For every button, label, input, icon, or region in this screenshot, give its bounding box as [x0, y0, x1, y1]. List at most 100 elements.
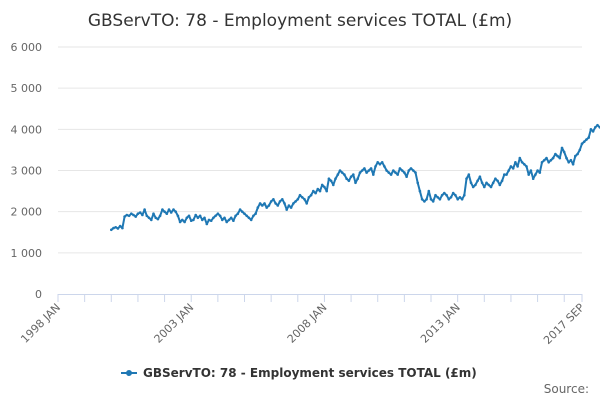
data-point[interactable]: [365, 171, 368, 174]
data-point[interactable]: [483, 185, 486, 189]
data-point[interactable]: [576, 152, 579, 156]
data-point[interactable]: [172, 208, 175, 211]
data-point[interactable]: [154, 216, 157, 220]
data-point[interactable]: [460, 198, 464, 201]
data-point[interactable]: [445, 193, 448, 197]
data-point[interactable]: [192, 218, 195, 222]
data-point[interactable]: [205, 222, 209, 226]
data-point[interactable]: [591, 130, 595, 133]
data-point[interactable]: [238, 208, 242, 211]
data-point[interactable]: [396, 173, 400, 176]
data-point[interactable]: [383, 165, 386, 168]
data-point[interactable]: [387, 171, 391, 174]
data-point[interactable]: [136, 212, 140, 215]
data-point[interactable]: [143, 208, 146, 211]
data-point[interactable]: [449, 196, 453, 199]
data-point[interactable]: [194, 213, 197, 217]
data-point[interactable]: [438, 198, 442, 201]
data-point[interactable]: [294, 200, 297, 203]
data-point[interactable]: [474, 183, 477, 187]
data-point[interactable]: [198, 214, 202, 218]
data-point[interactable]: [320, 183, 324, 187]
data-point[interactable]: [274, 202, 277, 205]
data-point[interactable]: [531, 177, 535, 180]
data-point[interactable]: [571, 163, 575, 166]
data-point[interactable]: [125, 213, 129, 217]
data-point[interactable]: [298, 193, 302, 197]
data-point[interactable]: [458, 196, 462, 199]
data-point[interactable]: [189, 219, 193, 222]
data-point[interactable]: [185, 216, 189, 220]
data-point[interactable]: [334, 177, 337, 180]
data-point[interactable]: [223, 216, 226, 220]
data-point[interactable]: [412, 169, 415, 172]
data-point[interactable]: [254, 212, 257, 215]
data-point[interactable]: [152, 212, 155, 215]
data-point[interactable]: [478, 175, 482, 178]
data-point[interactable]: [269, 200, 273, 203]
data-point[interactable]: [434, 193, 437, 197]
data-point[interactable]: [529, 169, 533, 172]
data-point[interactable]: [345, 177, 348, 180]
data-point[interactable]: [112, 226, 115, 230]
data-point[interactable]: [567, 161, 570, 164]
data-point[interactable]: [358, 171, 362, 174]
data-point[interactable]: [403, 171, 406, 174]
data-point[interactable]: [594, 126, 597, 129]
data-point[interactable]: [312, 189, 315, 193]
data-point[interactable]: [134, 215, 137, 218]
data-point[interactable]: [218, 214, 222, 218]
data-point[interactable]: [496, 179, 499, 183]
data-point[interactable]: [451, 191, 455, 195]
data-point[interactable]: [130, 212, 133, 215]
data-point[interactable]: [549, 158, 553, 162]
data-point[interactable]: [285, 208, 289, 211]
data-point[interactable]: [389, 173, 393, 176]
data-point[interactable]: [485, 181, 488, 185]
data-point[interactable]: [471, 185, 475, 189]
data-point[interactable]: [556, 154, 559, 158]
data-point[interactable]: [454, 193, 457, 197]
data-point[interactable]: [165, 212, 169, 215]
data-point[interactable]: [425, 198, 428, 201]
data-point[interactable]: [589, 128, 593, 131]
data-point[interactable]: [543, 158, 546, 162]
data-point[interactable]: [423, 200, 426, 203]
data-point[interactable]: [431, 200, 435, 203]
data-point[interactable]: [132, 213, 135, 217]
data-point[interactable]: [174, 210, 177, 213]
data-point[interactable]: [287, 204, 291, 207]
data-point[interactable]: [538, 171, 542, 174]
legend[interactable]: GBServTO: 78 - Employment services TOTAL…: [121, 366, 477, 380]
data-point[interactable]: [494, 177, 497, 180]
data-point[interactable]: [249, 218, 253, 222]
data-point[interactable]: [221, 218, 224, 222]
data-point[interactable]: [329, 179, 333, 183]
data-point[interactable]: [307, 196, 311, 199]
data-point[interactable]: [554, 152, 557, 156]
data-point[interactable]: [163, 210, 166, 213]
data-point[interactable]: [300, 196, 304, 199]
data-point[interactable]: [503, 173, 506, 176]
data-point[interactable]: [447, 198, 451, 201]
data-point[interactable]: [596, 123, 599, 127]
data-point[interactable]: [436, 196, 440, 199]
data-point[interactable]: [141, 213, 144, 217]
data-point[interactable]: [318, 189, 322, 193]
data-point[interactable]: [356, 177, 360, 180]
data-point[interactable]: [525, 165, 528, 168]
data-point[interactable]: [456, 198, 460, 201]
data-point[interactable]: [227, 218, 231, 222]
data-point[interactable]: [514, 161, 517, 164]
data-point[interactable]: [212, 216, 215, 220]
data-point[interactable]: [234, 214, 237, 218]
data-point[interactable]: [369, 167, 373, 170]
data-point[interactable]: [467, 173, 471, 176]
data-point[interactable]: [507, 169, 511, 172]
data-point[interactable]: [121, 226, 124, 230]
data-point[interactable]: [114, 226, 117, 229]
data-point[interactable]: [232, 219, 235, 222]
data-point[interactable]: [578, 148, 582, 152]
data-point[interactable]: [523, 163, 526, 166]
data-point[interactable]: [216, 212, 220, 215]
